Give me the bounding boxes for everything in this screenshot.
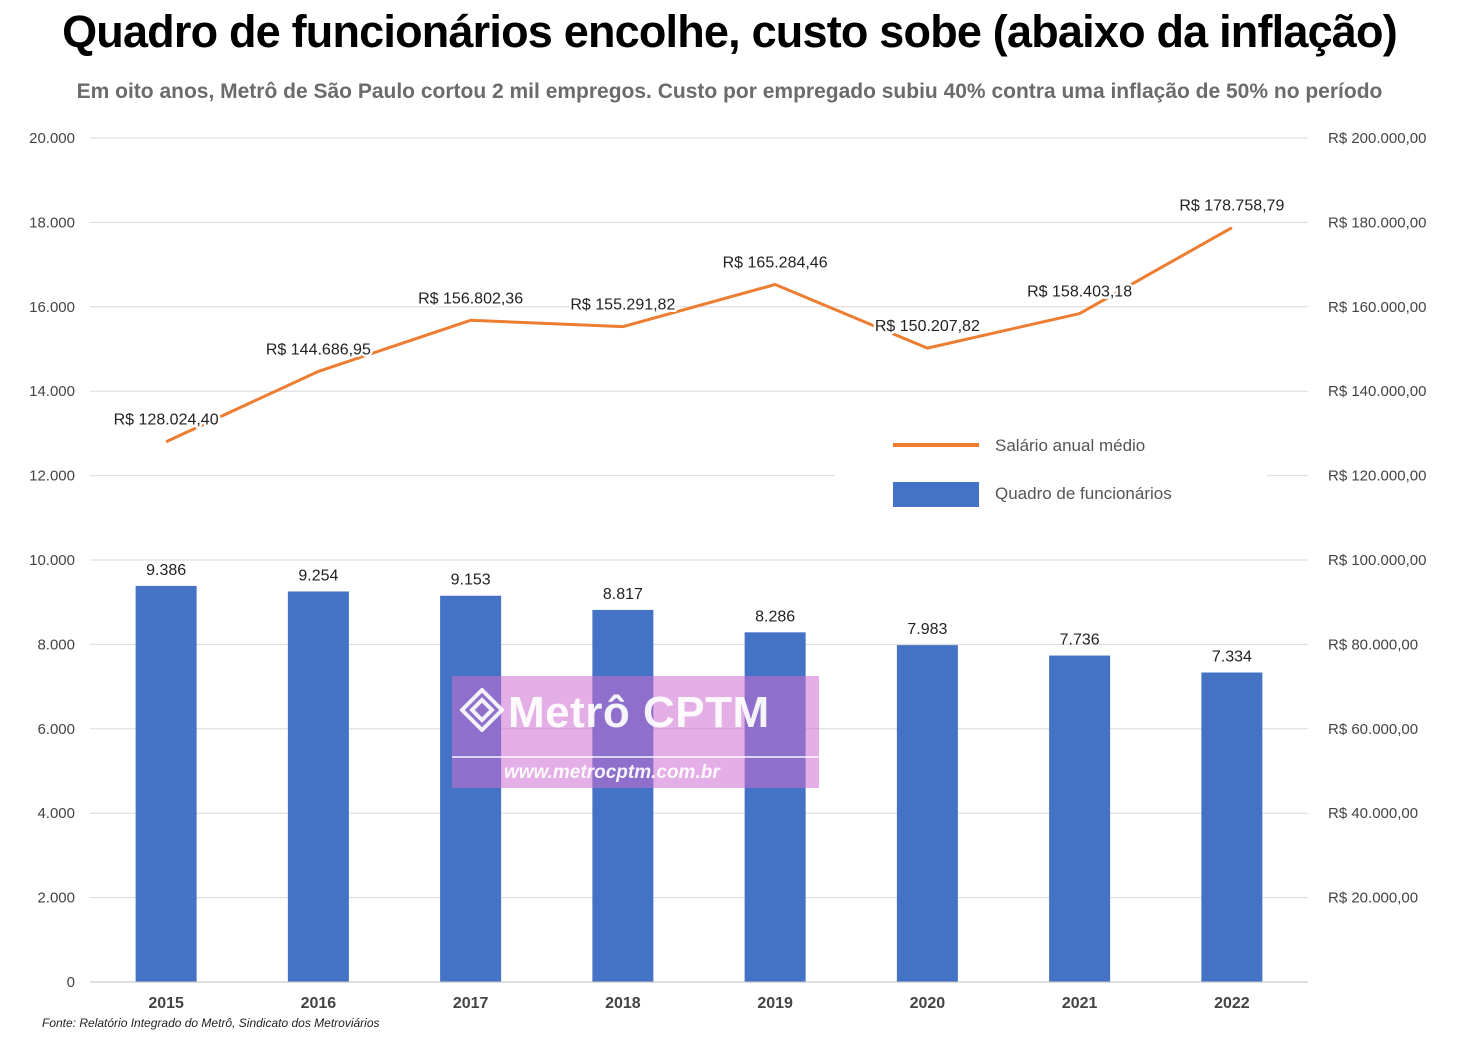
legend: Salário anual médio Quadro de funcionári… [835,418,1267,524]
y-right-tick-label: R$ 20.000,00 [1328,890,1418,907]
salary-line [165,226,1233,444]
bar-data-label: 9.153 [451,572,491,589]
y-left-tick-label: 2.000 [37,890,75,907]
bar-data-label: 9.386 [146,562,186,579]
metro-logo-icon [460,688,504,732]
y-left-tick-label: 10.000 [29,552,75,569]
watermark: Metrô CPTM www.metrocptm.com.br [452,676,819,788]
y-left-tick-label: 14.000 [29,383,75,400]
bar-series [135,585,1263,982]
legend-background [835,418,1267,524]
y-right-tick-label: R$ 140.000,00 [1328,383,1426,400]
y-left-tick-label: 12.000 [29,468,75,485]
bar [592,609,654,982]
y-left-tick-label: 0 [67,974,75,991]
chart-title: Quadro de funcionários encolhe, custo so… [62,6,1398,57]
gridlines [90,137,1308,983]
bar-data-label: 7.983 [907,621,947,638]
line-data-label: R$ 165.284,46 [723,254,828,271]
watermark-divider [452,756,819,758]
line-data-label: R$ 155.291,82 [570,297,675,314]
right-axis: R$ 20.000,00 R$ 40.000,00 R$ 60.000,00 R$ 8… [1328,130,1426,907]
bar [135,585,197,982]
bar-data-label: 8.817 [603,586,643,603]
x-tick-label: 2019 [757,995,793,1012]
y-left-tick-label: 16.000 [29,299,75,316]
watermark-url: www.metrocptm.com.br [504,762,720,783]
line-data-label: R$ 178.758,79 [1179,198,1284,215]
bar [896,645,958,982]
bar [287,591,349,982]
chart-source: Fonte: Relatório Integrado do Metrô, Sin… [42,1016,380,1030]
y-right-tick-label: R$ 100.000,00 [1328,552,1426,569]
legend-bar-swatch [893,482,979,507]
y-left-tick-label: 18.000 [29,214,75,231]
watermark-name: Metrô CPTM [508,688,770,737]
y-left-tick-label: 4.000 [37,805,75,822]
bar-data-label: 8.286 [755,608,795,625]
x-tick-label: 2018 [605,995,641,1012]
y-right-tick-label: R$ 160.000,00 [1328,299,1426,316]
line-data-label: R$ 158.403,18 [1027,284,1132,301]
y-left-tick-label: 8.000 [37,636,75,653]
legend-label-staff: Quadro de funcionários [995,484,1172,503]
x-tick-label: 2022 [1214,995,1250,1012]
y-right-tick-label: R$ 40.000,00 [1328,805,1418,822]
bar-data-labels: 9.386 9.254 9.153 8.817 8.286 7.983 7.736 7.334 [146,562,1252,666]
x-tick-label: 2015 [148,995,184,1012]
bar [440,595,502,982]
bar-data-label: 7.736 [1060,632,1100,649]
bar [1201,672,1263,982]
legend-label-salary: Salário anual médio [995,436,1145,455]
y-left-tick-label: 6.000 [37,721,75,738]
y-left-tick-label: 20.000 [29,130,75,147]
line-data-label: R$ 156.802,36 [418,290,523,307]
line-data-label: R$ 150.207,82 [875,318,980,335]
left-axis: 0 2.000 4.000 6.000 8.000 10.000 12.000 14.000 1… [29,130,75,991]
x-axis: 2015 2016 2017 2018 2019 2020 2021 2022 [90,981,1308,1012]
chart-subtitle: Em oito anos, Metrô de São Paulo cortou … [76,80,1383,103]
y-right-tick-label: R$ 60.000,00 [1328,721,1418,738]
y-right-tick-label: R$ 80.000,00 [1328,636,1418,653]
bar-data-label: 9.254 [298,567,338,584]
bar [1049,655,1111,982]
y-right-tick-label: R$ 120.000,00 [1328,468,1426,485]
x-tick-label: 2020 [910,995,946,1012]
x-tick-label: 2016 [301,995,337,1012]
line-series [165,226,1233,444]
x-tick-label: 2021 [1062,995,1098,1012]
bar-data-label: 7.334 [1212,649,1252,666]
line-data-labels: R$ 128.024,40 R$ 144.686,95 R$ 156.802,36 R… [111,195,1287,431]
y-right-tick-label: R$ 180.000,00 [1328,214,1426,231]
line-data-label: R$ 144.686,95 [266,341,371,358]
line-data-label: R$ 128.024,40 [114,412,219,429]
x-tick-label: 2017 [453,995,489,1012]
y-right-tick-label: R$ 200.000,00 [1328,130,1426,147]
